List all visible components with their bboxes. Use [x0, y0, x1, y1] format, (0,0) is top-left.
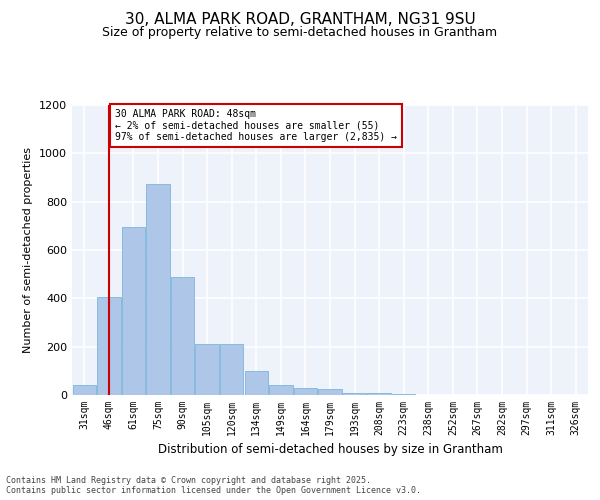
Bar [220, 344, 244, 395]
Bar [97, 297, 121, 395]
Bar [245, 371, 268, 395]
Bar [146, 184, 170, 395]
Bar [294, 388, 317, 395]
Text: Size of property relative to semi-detached houses in Grantham: Size of property relative to semi-detach… [103, 26, 497, 39]
Bar [392, 394, 415, 395]
Bar [196, 344, 219, 395]
Bar [269, 386, 293, 395]
Y-axis label: Number of semi-detached properties: Number of semi-detached properties [23, 147, 34, 353]
Bar [343, 392, 366, 395]
X-axis label: Distribution of semi-detached houses by size in Grantham: Distribution of semi-detached houses by … [158, 444, 502, 456]
Bar [73, 386, 96, 395]
Text: Contains HM Land Registry data © Crown copyright and database right 2025.
Contai: Contains HM Land Registry data © Crown c… [6, 476, 421, 495]
Bar [171, 276, 194, 395]
Text: 30 ALMA PARK ROAD: 48sqm
← 2% of semi-detached houses are smaller (55)
97% of se: 30 ALMA PARK ROAD: 48sqm ← 2% of semi-de… [115, 108, 397, 142]
Bar [122, 227, 145, 395]
Bar [319, 389, 341, 395]
Text: 30, ALMA PARK ROAD, GRANTHAM, NG31 9SU: 30, ALMA PARK ROAD, GRANTHAM, NG31 9SU [125, 12, 475, 28]
Bar [367, 393, 391, 395]
